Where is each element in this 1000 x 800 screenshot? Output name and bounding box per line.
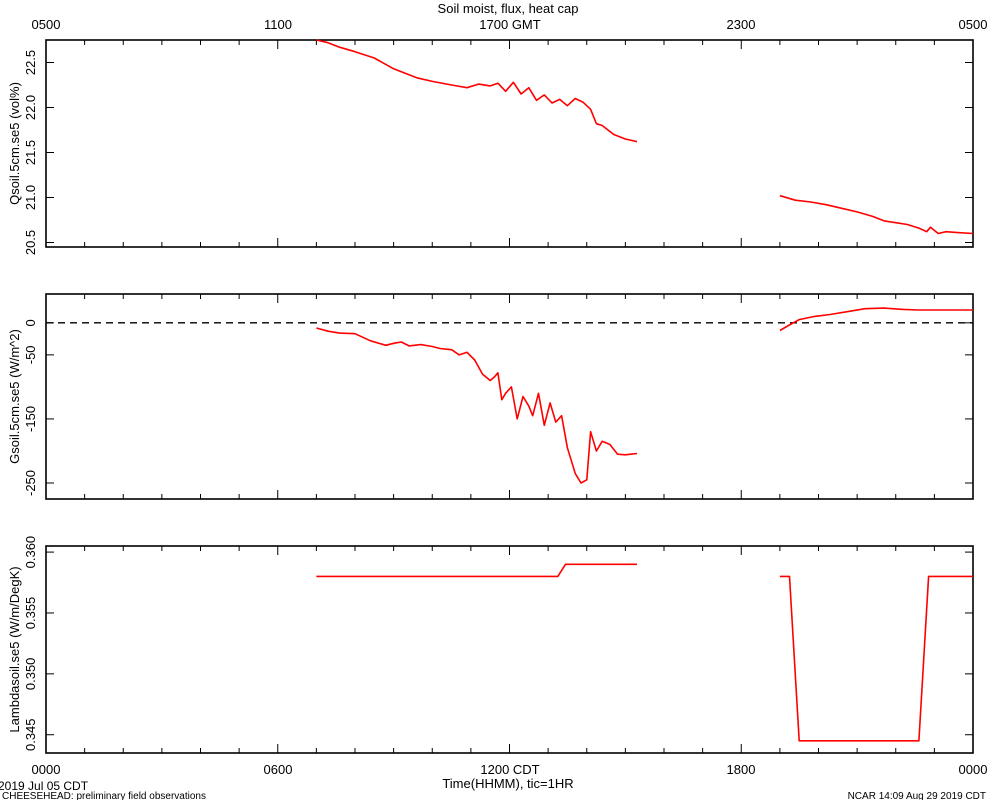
top-tick-label: 2300 bbox=[727, 17, 756, 32]
series-line bbox=[316, 39, 638, 143]
y-tick-label: 0.345 bbox=[23, 718, 38, 751]
y-tick-label: 20.5 bbox=[23, 230, 38, 255]
footer-date: 2019 Jul 05 CDT bbox=[0, 779, 89, 793]
y-tick-label: 21.5 bbox=[23, 140, 38, 165]
y-axis-label: Qsoil.5cm.se5 (vol%) bbox=[7, 82, 22, 205]
y-tick-label: 0.360 bbox=[23, 536, 38, 569]
bottom-tick-label: 0000 bbox=[32, 762, 61, 777]
y-tick-label: 21.0 bbox=[23, 185, 38, 210]
top-axis-tick-labels: 0500 1100 1700 GMT 2300 0500 bbox=[32, 17, 988, 32]
series-line bbox=[779, 307, 973, 332]
panel-frame bbox=[45, 39, 974, 248]
series-line bbox=[779, 575, 973, 742]
chart-title: Soil moist, flux, heat cap bbox=[438, 1, 579, 16]
y-tick-label: -50 bbox=[23, 345, 38, 364]
y-tick-label: 0 bbox=[23, 319, 38, 326]
bottom-tick-label: 1200 CDT bbox=[480, 762, 539, 777]
bottom-axis-tick-labels: 0000 0600 1200 CDT 1800 0000 bbox=[32, 762, 988, 777]
bottom-tick-label: 0000 bbox=[959, 762, 988, 777]
y-tick-label: 22.0 bbox=[23, 95, 38, 120]
top-tick-label: 0500 bbox=[32, 17, 61, 32]
y-tick-label: -150 bbox=[23, 406, 38, 432]
footer-project: CHEESEHEAD: preliminary field observatio… bbox=[2, 791, 206, 800]
bottom-tick-label: 0600 bbox=[264, 762, 293, 777]
series-line bbox=[316, 563, 637, 578]
x-axis-label: Time(HHMM), tic=1HR bbox=[442, 776, 573, 791]
y-axis-label: Gsoil.5cm.se5 (W/m^2) bbox=[7, 329, 22, 464]
top-tick-label: 1100 bbox=[264, 17, 292, 32]
top-tick-label: 1700 GMT bbox=[479, 17, 540, 32]
top-tick-label: 0500 bbox=[959, 17, 988, 32]
y-tick-label: 0.350 bbox=[23, 658, 38, 691]
bottom-tick-label: 1800 bbox=[727, 762, 756, 777]
y-axis-label: Lambdasoil.se5 (W/m/DegK) bbox=[7, 566, 22, 732]
y-tick-label: -250 bbox=[23, 470, 38, 496]
y-tick-label: 22.5 bbox=[23, 50, 38, 75]
y-tick-label: 0.355 bbox=[23, 597, 38, 630]
series-line bbox=[316, 327, 638, 484]
series-line bbox=[779, 194, 974, 235]
panel-frame bbox=[45, 293, 974, 500]
footer-stamp: NCAR 14:09 Aug 29 2019 CDT bbox=[848, 791, 986, 800]
